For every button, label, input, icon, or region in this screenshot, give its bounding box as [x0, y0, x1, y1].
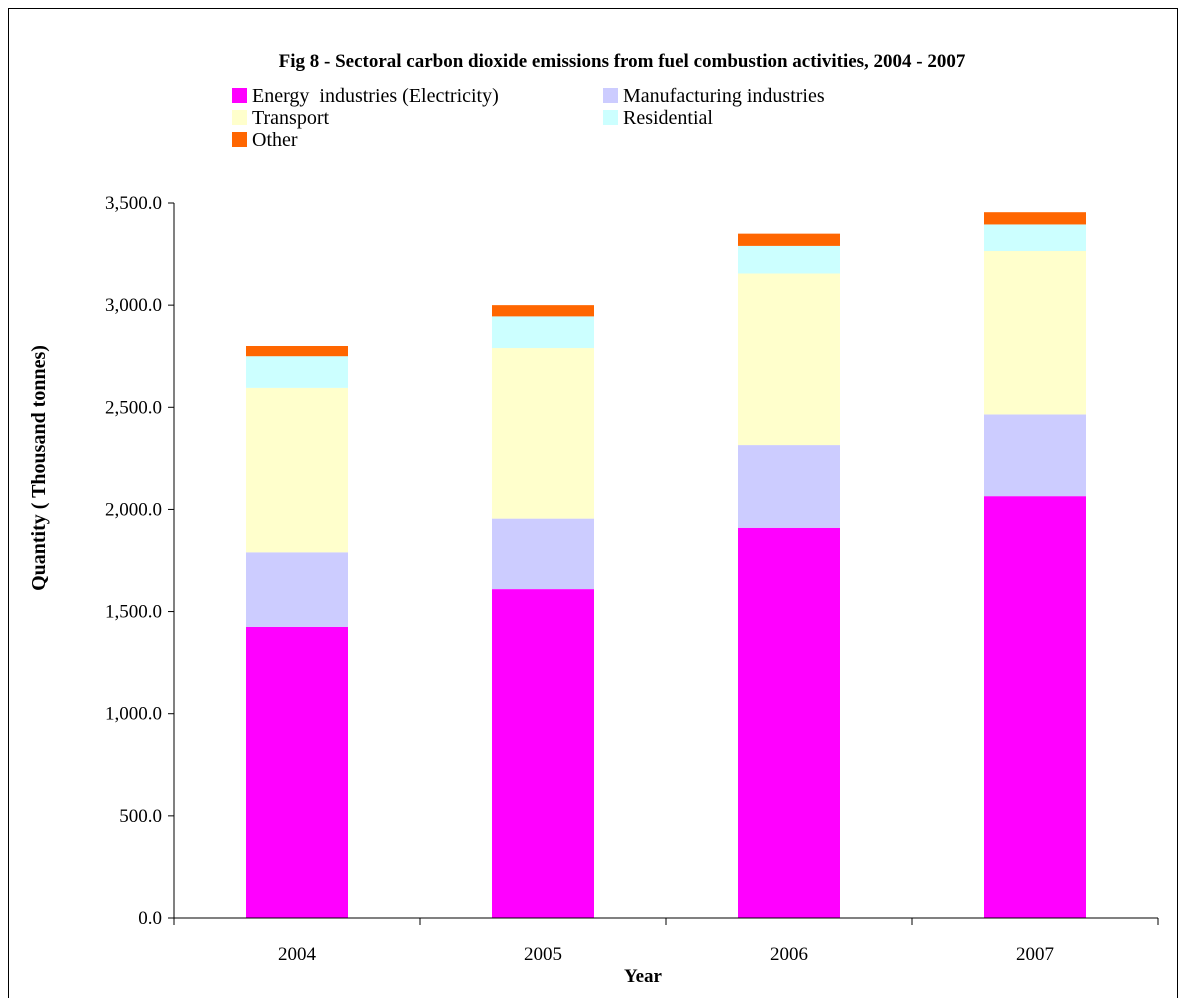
bar-energy-industries-electricity-2007 [984, 496, 1086, 918]
bar-manufacturing-industries-2006 [738, 445, 840, 528]
y-tick-label: 3,000.0 [105, 295, 162, 316]
y-tick-label: 1,500.0 [105, 602, 162, 623]
bar-other-2007 [984, 212, 1086, 225]
chart-title: Fig 8 - Sectoral carbon dioxide emission… [279, 51, 966, 72]
bar-residential-2006 [738, 245, 840, 274]
y-tick-label: 3,500.0 [105, 193, 162, 214]
x-tick-label: 2005 [524, 944, 562, 965]
bar-transport-2007 [984, 251, 1086, 415]
legend-swatch-other [232, 132, 247, 147]
legend-swatch-energy-industries-electricity [232, 88, 247, 103]
legend-label-energy-industries-electricity: Energy industries (Electricity) [252, 85, 499, 107]
bars [246, 212, 1086, 918]
legend-label-residential: Residential [623, 107, 713, 129]
legend-swatch-transport [232, 110, 247, 125]
bar-other-2006 [738, 233, 840, 246]
bar-energy-industries-electricity-2004 [246, 626, 348, 918]
bar-transport-2006 [738, 273, 840, 446]
x-tick-label: 2007 [1016, 944, 1054, 965]
legend-label-other: Other [252, 129, 298, 151]
y-axis-title: Quantity ( Thousand tonnes) [28, 345, 50, 591]
y-tick-label: 2,500.0 [105, 397, 162, 418]
y-tick-label: 500.0 [119, 806, 162, 827]
bar-manufacturing-industries-2004 [246, 552, 348, 627]
y-axis: 0.0 500.0 1,000.0 1,500.0 2,000.0 2,500.0 3,00… [105, 193, 175, 929]
bar-energy-industries-electricity-2005 [492, 589, 594, 918]
bar-residential-2007 [984, 224, 1086, 252]
bar-transport-2005 [492, 348, 594, 519]
bar-manufacturing-industries-2005 [492, 518, 594, 590]
x-axis: 2004 2005 2006 2007 [173, 917, 1159, 965]
y-tick-label: 2,000.0 [105, 499, 162, 520]
bar-other-2004 [246, 346, 348, 357]
legend-swatch-manufacturing-industries [603, 88, 618, 103]
legend-label-manufacturing-industries: Manufacturing industries [623, 85, 825, 107]
bar-residential-2004 [246, 356, 348, 388]
y-tick-label: 1,000.0 [105, 704, 162, 725]
bar-manufacturing-industries-2007 [984, 414, 1086, 497]
bar-energy-industries-electricity-2006 [738, 527, 840, 918]
x-tick-label: 2006 [770, 944, 808, 965]
x-tick-label: 2004 [278, 944, 317, 965]
legend-label-transport: Transport [252, 107, 329, 129]
bar-transport-2004 [246, 387, 348, 553]
x-axis-title: Year [624, 966, 663, 987]
legend-swatch-residential [603, 110, 618, 125]
bar-other-2005 [492, 305, 594, 317]
y-tick-label: 0.0 [138, 908, 162, 929]
legend: Energy industries (Electricity) Manufactu… [232, 85, 825, 151]
bar-residential-2005 [492, 316, 594, 349]
